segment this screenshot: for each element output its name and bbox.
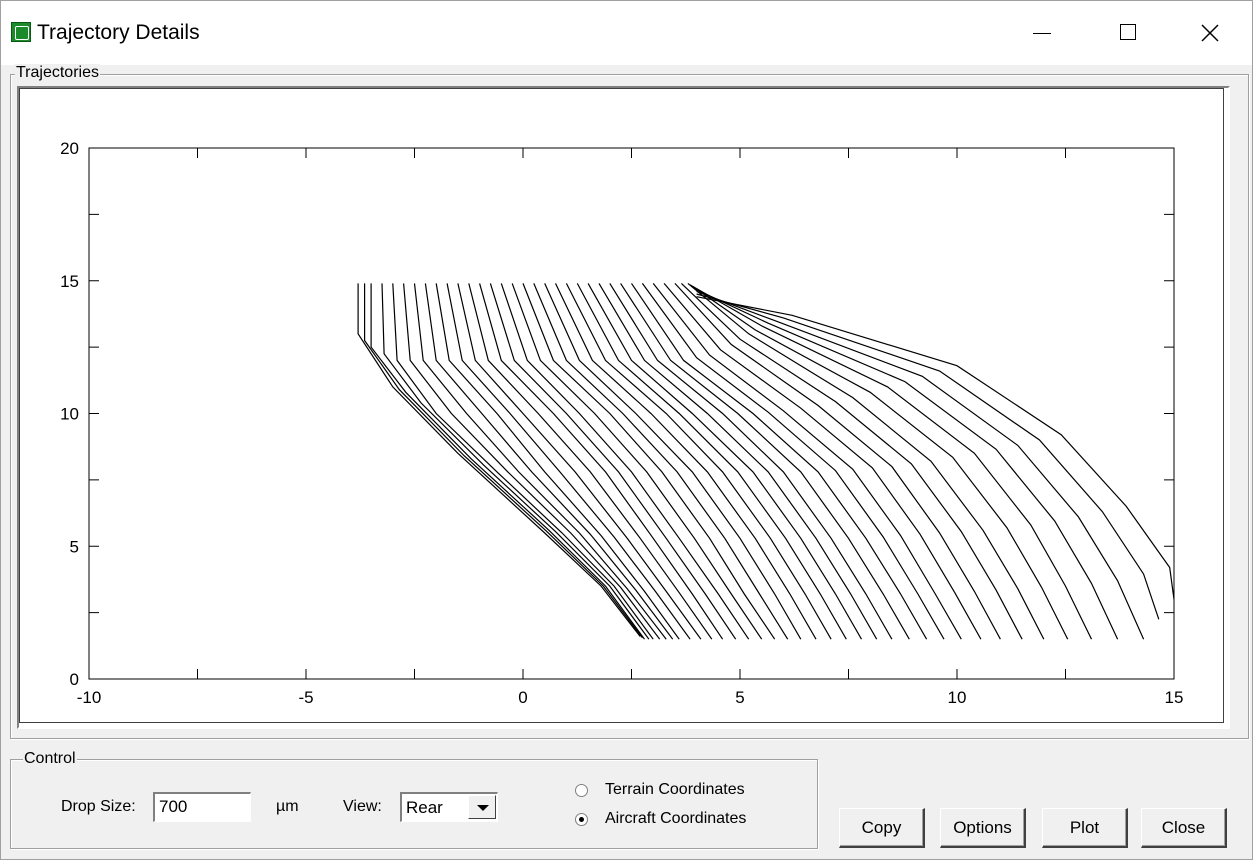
trajectory-line bbox=[565, 283, 832, 640]
trajectory-line bbox=[544, 283, 802, 640]
trajectory-line bbox=[457, 283, 702, 640]
trajectory-line bbox=[424, 283, 674, 640]
trajectory-line bbox=[652, 283, 962, 640]
aircraft-coordinates-label[interactable]: Aircraft Coordinates bbox=[605, 810, 747, 827]
trajectory-line bbox=[687, 282, 1045, 640]
trajectory-line bbox=[692, 285, 1093, 640]
x-tick-label: -5 bbox=[298, 688, 313, 707]
close-button[interactable]: Close bbox=[1141, 808, 1227, 848]
trajectory-line bbox=[576, 283, 847, 640]
trajectory-line bbox=[381, 283, 650, 640]
trajectory-line bbox=[598, 283, 878, 640]
trajectory-line bbox=[696, 293, 1160, 620]
trajectory-line bbox=[446, 283, 691, 640]
x-tick-label: -10 bbox=[77, 688, 102, 707]
y-tick-label: 15 bbox=[60, 272, 79, 291]
plot-button[interactable]: Plot bbox=[1042, 808, 1128, 848]
trajectory-line bbox=[413, 283, 667, 640]
trajectory-line bbox=[392, 283, 654, 640]
minimize-icon[interactable] bbox=[1001, 1, 1079, 65]
trajectory-line bbox=[587, 283, 863, 640]
trajectory-line bbox=[694, 288, 1119, 640]
drop-size-label: Drop Size: bbox=[61, 798, 136, 815]
x-tick-label: 15 bbox=[1165, 688, 1184, 707]
trajectory-line bbox=[631, 283, 928, 640]
trajectories-group bbox=[10, 74, 1249, 739]
trajectory-line bbox=[522, 283, 776, 640]
trajectory-line bbox=[680, 282, 1023, 640]
x-tick-label: 10 bbox=[948, 688, 967, 707]
trajectory-line bbox=[696, 296, 1175, 600]
chevron-down-icon[interactable] bbox=[468, 795, 496, 819]
aircraft-coordinates-radio[interactable] bbox=[575, 813, 588, 826]
trajectory-line bbox=[357, 283, 641, 637]
y-tick-label: 5 bbox=[70, 537, 79, 556]
trajectory-line bbox=[696, 290, 1145, 640]
options-button[interactable]: Options bbox=[940, 808, 1026, 848]
trajectory-line bbox=[689, 284, 1069, 640]
control-group bbox=[10, 759, 818, 849]
trajectory-line bbox=[489, 283, 737, 640]
view-select[interactable]: Rear bbox=[400, 792, 498, 822]
trajectory-line bbox=[620, 283, 910, 640]
x-tick-label: 5 bbox=[735, 688, 744, 707]
trajectory-line bbox=[364, 283, 643, 639]
trajectory-line bbox=[500, 283, 750, 640]
trajectory-line bbox=[609, 283, 893, 640]
trajectory-line bbox=[533, 283, 789, 640]
trajectory-line bbox=[370, 283, 645, 640]
trajectory-line bbox=[435, 283, 680, 640]
maximize-icon[interactable] bbox=[1089, 1, 1167, 65]
close-window-icon[interactable] bbox=[1171, 1, 1249, 65]
drop-size-unit: µm bbox=[276, 798, 299, 815]
title-bar[interactable]: Trajectory Details bbox=[1, 1, 1252, 65]
trajectory-line bbox=[554, 283, 817, 640]
y-tick-label: 20 bbox=[60, 139, 79, 158]
y-tick-label: 0 bbox=[70, 670, 79, 689]
app-icon bbox=[11, 22, 31, 42]
trajectory-line bbox=[663, 283, 982, 640]
trajectories-group-label: Trajectories bbox=[15, 64, 100, 82]
trajectory-line bbox=[479, 283, 724, 640]
trajectory-line bbox=[511, 283, 763, 640]
plot-area-border bbox=[88, 147, 1175, 680]
trajectory-line bbox=[403, 283, 661, 640]
trajectory-line bbox=[468, 283, 713, 640]
control-group-label: Control bbox=[23, 750, 77, 768]
view-select-value: Rear bbox=[406, 798, 443, 817]
copy-button[interactable]: Copy bbox=[839, 808, 925, 848]
terrain-coordinates-radio[interactable] bbox=[575, 784, 588, 797]
terrain-coordinates-label[interactable]: Terrain Coordinates bbox=[605, 781, 745, 798]
trajectory-line bbox=[674, 282, 1001, 640]
plot-frame bbox=[17, 86, 1230, 729]
x-tick-label: 0 bbox=[518, 688, 527, 707]
trajectory-line bbox=[641, 283, 945, 640]
window-title: Trajectory Details bbox=[37, 21, 200, 44]
drop-size-input[interactable]: 700 bbox=[153, 792, 251, 822]
view-label: View: bbox=[343, 798, 382, 815]
trajectory-chart: -10 -5 0 5 10 15 0 5 10 15 20 bbox=[60, 139, 1184, 707]
y-tick-label: 10 bbox=[60, 405, 79, 424]
